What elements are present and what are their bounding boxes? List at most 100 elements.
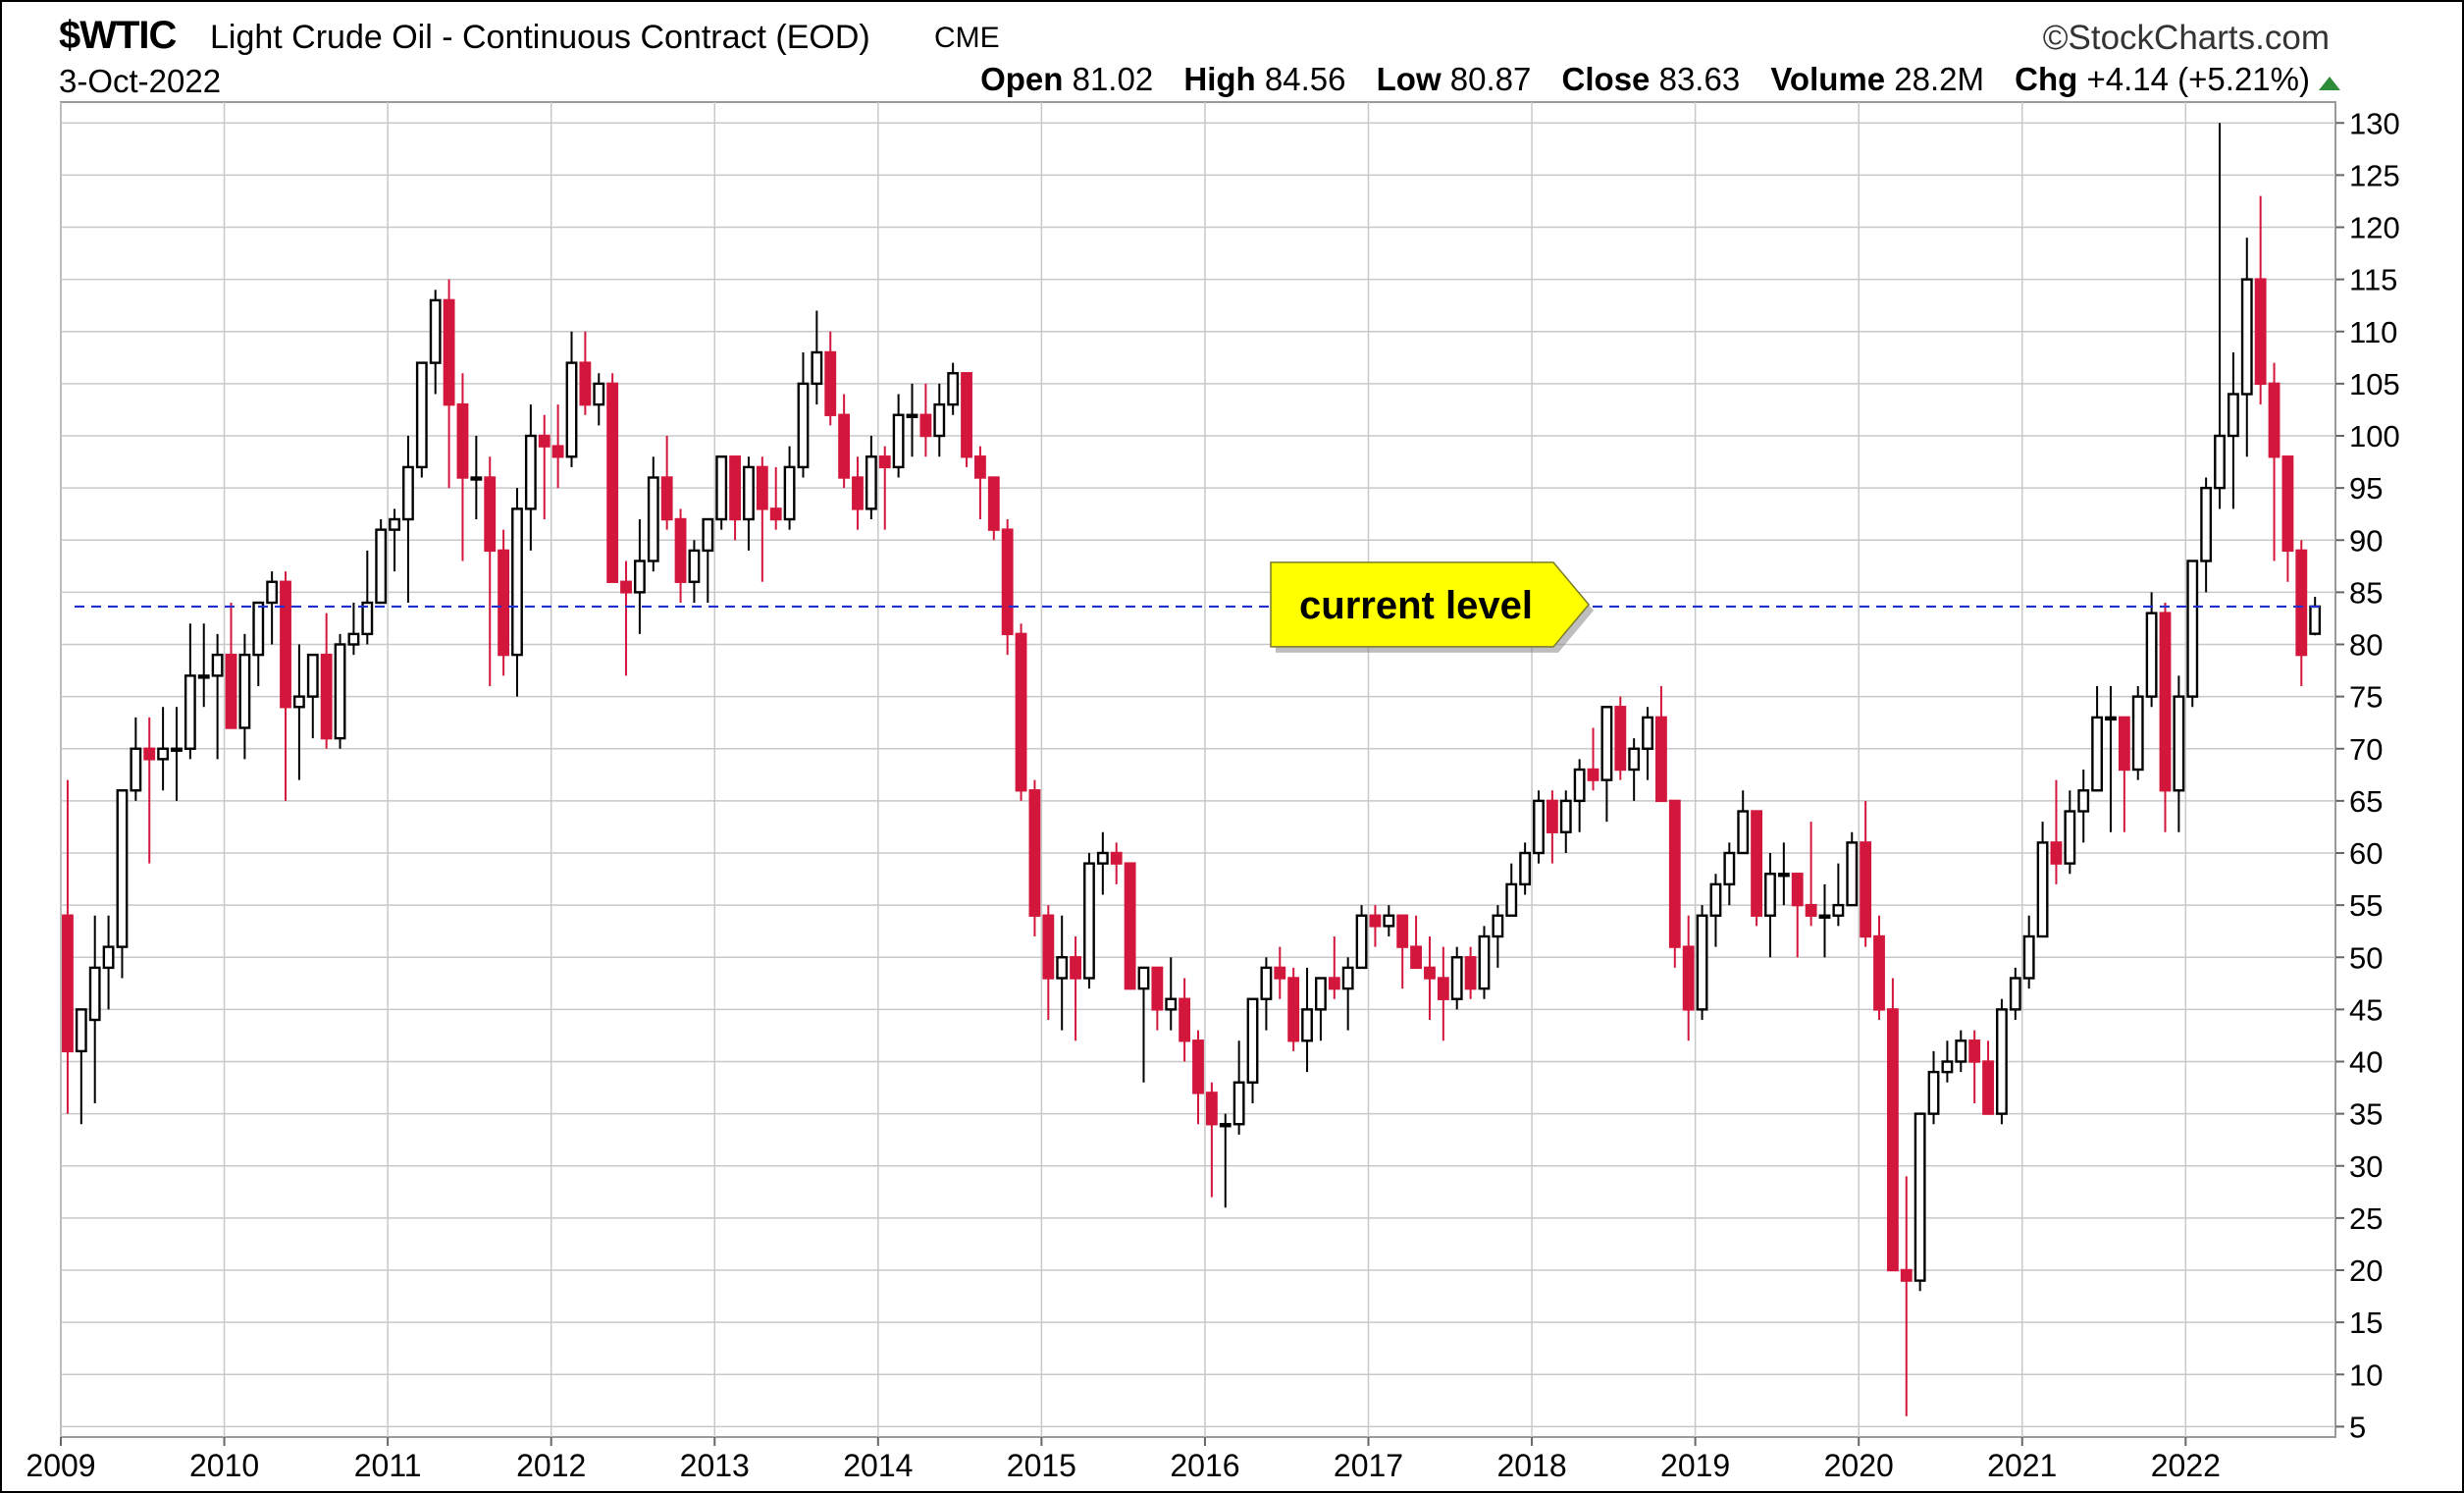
instrument-name: Light Crude Oil - Continuous Contract (E… — [210, 19, 870, 56]
candle — [75, 1008, 87, 1125]
candle-body-down — [2281, 455, 2294, 553]
candle — [947, 362, 960, 415]
candle — [961, 372, 972, 467]
exchange-label: CME — [934, 22, 1000, 54]
candle-body-down — [1028, 789, 1041, 917]
candle-body-up — [688, 549, 701, 583]
candle — [1846, 831, 1859, 907]
candle — [211, 633, 224, 760]
candle — [1873, 915, 1885, 1020]
candle-body-up — [2240, 278, 2253, 396]
candle — [1533, 790, 1545, 864]
candle-body-down — [1886, 1008, 1899, 1272]
candle-body-down — [1614, 706, 1627, 772]
y-tick-label: 65 — [2349, 784, 2383, 819]
candle-body-up — [1341, 966, 1354, 990]
y-tick-label: 15 — [2349, 1306, 2383, 1340]
y-tick-label: 20 — [2349, 1253, 2383, 1288]
candle-body-up — [647, 476, 659, 562]
candle — [1832, 863, 1845, 927]
y-tick-label: 30 — [2349, 1149, 2383, 1184]
candle-body-up — [211, 653, 224, 677]
candle-body-up — [1383, 914, 1395, 928]
ticker-symbol: $WTIC — [59, 14, 177, 57]
candle-body-down — [1410, 945, 1423, 970]
candle-body-up — [75, 1008, 87, 1053]
candle — [292, 644, 305, 780]
candle-body-down — [1369, 914, 1382, 928]
candle — [2281, 455, 2294, 582]
candle — [2173, 675, 2185, 832]
candle — [1982, 1040, 1994, 1115]
candle-body-up — [2309, 605, 2322, 635]
candle — [919, 383, 932, 457]
callout-box — [1270, 561, 1590, 648]
candle — [1232, 1040, 1245, 1135]
candle-body-up — [2214, 434, 2226, 490]
candle — [551, 404, 564, 489]
candle — [606, 373, 619, 583]
high-label: High — [1183, 61, 1256, 97]
candle — [456, 373, 469, 561]
candle — [756, 456, 768, 582]
candle-body-up — [389, 517, 400, 531]
candle-body-down — [1655, 716, 1667, 803]
candle — [1369, 905, 1382, 947]
y-tick-label: 105 — [2349, 367, 2400, 401]
change-label: Chg — [2015, 61, 2078, 97]
candle-body-up — [1642, 716, 1653, 750]
low-label: Low — [1376, 61, 1442, 97]
candle-body-down — [456, 402, 469, 479]
candle-body-up — [524, 434, 537, 510]
candle-body-up — [892, 413, 905, 469]
candle-body-down — [1287, 977, 1300, 1042]
candle-body-up — [1818, 914, 1831, 919]
candle — [2131, 686, 2144, 780]
candle — [892, 394, 905, 478]
candle — [579, 331, 592, 415]
volume-label: Volume — [1770, 61, 1886, 97]
candle — [2091, 686, 2104, 792]
candle — [2240, 238, 2253, 457]
candle — [2105, 686, 2117, 832]
candle — [1764, 853, 1776, 958]
candle-body-down — [143, 747, 156, 761]
candle-body-up — [1505, 882, 1518, 917]
x-tick-label: 2019 — [1660, 1448, 1730, 1483]
candle-body-up — [1056, 956, 1069, 980]
y-tick-label: 75 — [2349, 680, 2383, 715]
candle — [1151, 966, 1164, 1031]
candle-body-down — [280, 580, 291, 709]
candle-body-up — [306, 653, 319, 698]
candle-body-down — [1464, 956, 1477, 990]
candle-body-up — [743, 465, 755, 521]
y-tick-label: 80 — [2349, 628, 2383, 663]
candle-body-down — [2118, 716, 2130, 772]
candle-body-up — [1478, 934, 1491, 990]
candle-body-up — [906, 413, 918, 418]
candle-body-up — [2036, 841, 2049, 938]
low-value: 80.87 — [1449, 61, 1532, 97]
candle-body-up — [1533, 799, 1545, 855]
candle-body-down — [852, 476, 864, 510]
candle-body-up — [1232, 1081, 1245, 1126]
candle-body-down — [1151, 966, 1164, 1011]
candle — [1805, 822, 1817, 927]
candle — [334, 633, 346, 749]
candle-body-up — [1764, 873, 1776, 917]
candle-body-up — [1260, 966, 1273, 1000]
candle — [1083, 853, 1095, 989]
candle-body-down — [443, 298, 455, 406]
candle — [2036, 822, 2049, 938]
candle-body-up — [1246, 997, 1259, 1084]
candle — [1179, 978, 1191, 1062]
candle — [1668, 799, 1681, 968]
candle — [252, 601, 265, 686]
candle-body-up — [1709, 882, 1722, 917]
candle-body-up — [252, 601, 265, 657]
candle — [647, 456, 659, 572]
candle-body-down — [1328, 977, 1340, 990]
candle — [1205, 1082, 1218, 1198]
candle — [130, 717, 142, 801]
candle-body-up — [2145, 612, 2158, 698]
